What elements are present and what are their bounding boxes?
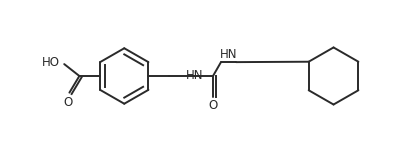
Text: HN: HN (220, 48, 237, 61)
Text: O: O (63, 96, 72, 109)
Text: O: O (208, 99, 218, 112)
Text: HN: HN (186, 69, 203, 82)
Text: HO: HO (42, 56, 60, 69)
